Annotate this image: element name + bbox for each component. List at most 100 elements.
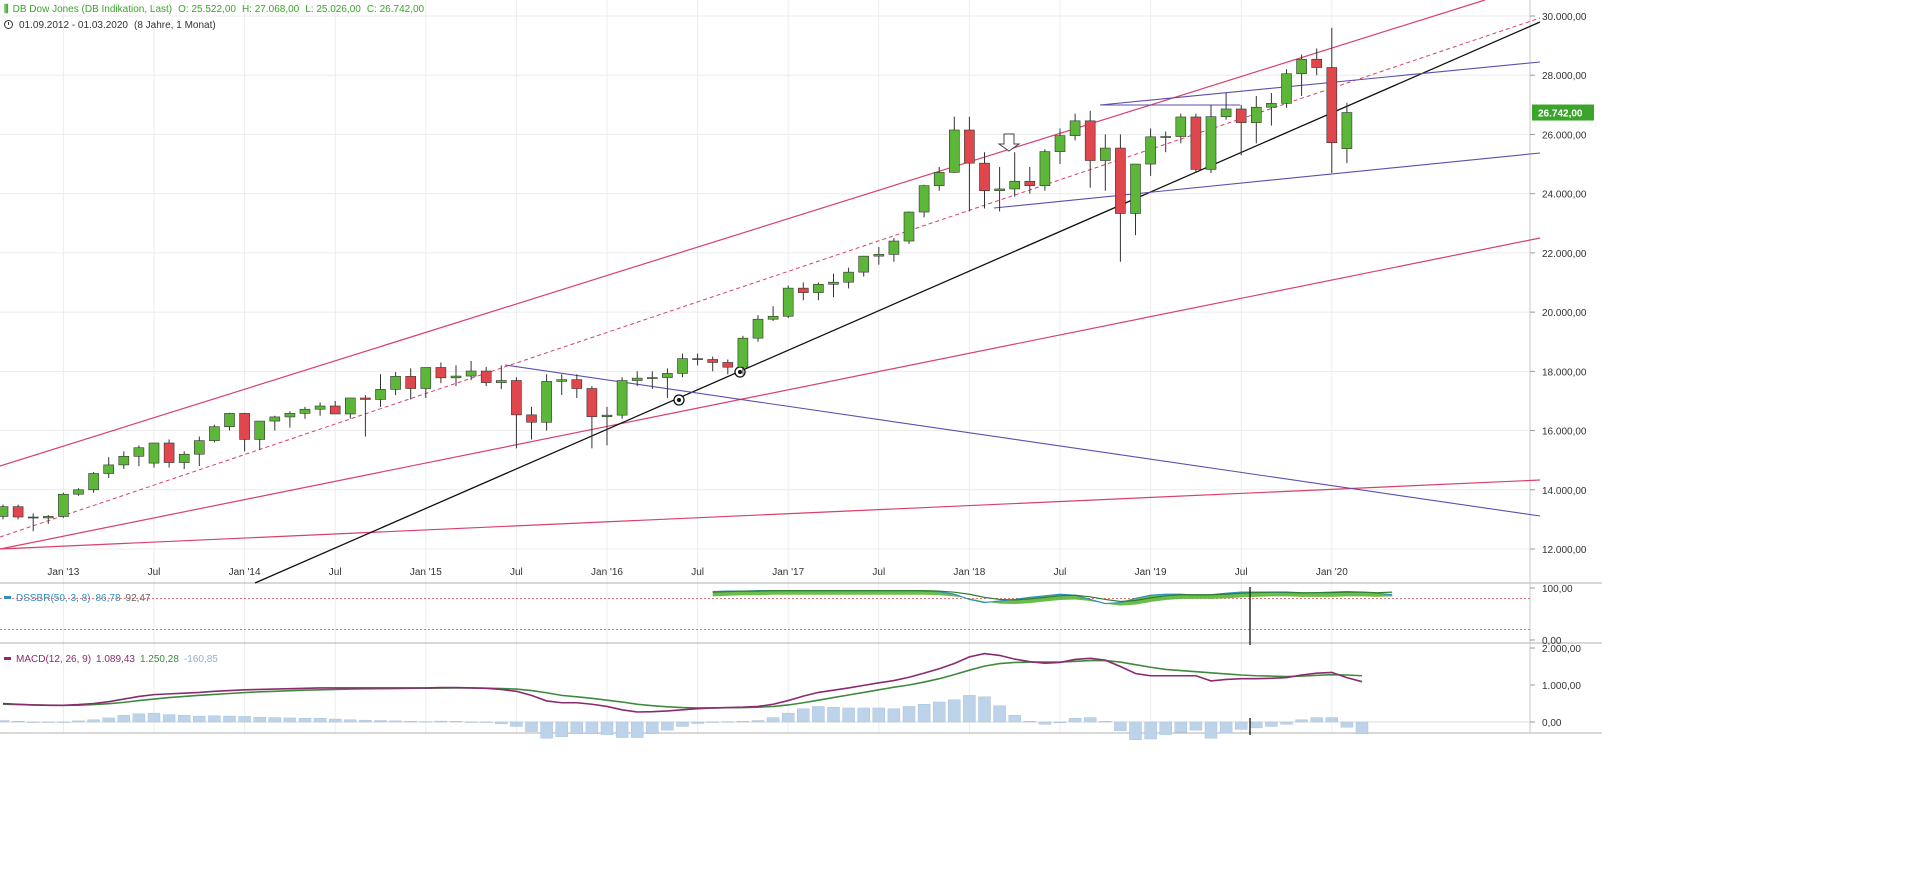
trend-line [0, 237, 1541, 550]
candle-body [1190, 116, 1202, 170]
candle-body [782, 287, 794, 317]
high-value: H: 27.068,00 [241, 4, 300, 15]
candle-body [284, 413, 296, 418]
candle-body [646, 377, 658, 379]
time-tick-label: Jan '14 [229, 567, 261, 578]
candle-body [767, 315, 779, 320]
macd-histogram-bar [570, 721, 583, 735]
macd-histogram-bar [57, 721, 70, 723]
macd-histogram-bar [193, 715, 206, 723]
macd-histogram-bar [1234, 721, 1248, 730]
candle-body [450, 375, 462, 379]
macd-histogram-bar [948, 699, 961, 723]
macd-histogram-bar [1053, 721, 1067, 723]
macd-histogram-bar [857, 707, 870, 723]
macd-line [2, 652, 1363, 713]
macd-histogram-bar [223, 715, 236, 723]
macd-signal-line [2, 659, 1363, 709]
candle-body [12, 506, 24, 518]
candle-body [495, 380, 507, 383]
macd-histogram-bar [661, 721, 674, 731]
macd-tick-label: 1.000,00 [1542, 681, 1581, 692]
macd-value: 1.089,43 [96, 654, 135, 665]
macd-histogram-bar [268, 717, 281, 723]
macd-histogram-bar [374, 720, 387, 723]
price-tick-label: 20.000,00 [1542, 308, 1587, 319]
candle-body [903, 211, 915, 242]
macd-legend[interactable]: MACD(12, 26, 9) 1.089,43 1.250,28 -160,85 [4, 654, 223, 665]
macd-histogram-bar [177, 715, 191, 723]
dss-signal-line [712, 589, 1393, 603]
macd-histogram-bar [132, 713, 146, 723]
macd-histogram-bar [797, 708, 810, 723]
macd-histogram-bar [1250, 721, 1263, 729]
macd-histogram-bar [253, 716, 266, 723]
candle-body [948, 129, 960, 173]
macd-histogram-bar [404, 721, 417, 723]
macd-histogram-bar [676, 721, 689, 727]
macd-histogram-bar [495, 721, 508, 725]
macd-histogram-bar [721, 721, 734, 723]
macd-histogram-bar [782, 712, 795, 723]
candle-body [27, 516, 39, 519]
macd-histogram-bar [646, 721, 659, 735]
candle-body [1069, 120, 1081, 136]
macd-histogram-bar [329, 718, 342, 723]
macd-histogram-bar [902, 706, 916, 723]
candle-body [843, 271, 854, 283]
candle-body [1160, 136, 1171, 138]
trend-line [1099, 61, 1541, 106]
candle-body [254, 420, 265, 440]
macd-histogram-bar [766, 717, 780, 723]
candle-body [1145, 136, 1156, 165]
candle-body [752, 318, 764, 339]
macd-histogram-bar [359, 719, 372, 723]
candle-body [194, 440, 205, 455]
candle-body [526, 414, 537, 423]
time-tick-label: Jan '16 [591, 567, 623, 578]
instrument-name: DB Dow Jones (DB Indikation, Last) [12, 4, 173, 15]
time-tick-label: Jan '19 [1135, 567, 1167, 578]
candle-body [224, 413, 235, 428]
anchor-point-center [738, 370, 742, 374]
candle-body [178, 453, 190, 463]
candle-body [1281, 73, 1292, 104]
candle-body [994, 188, 1005, 192]
macd-histogram-bar [1038, 721, 1052, 725]
candle-body [344, 397, 356, 415]
last-price-badge [1532, 104, 1594, 121]
dss-legend[interactable]: DSSBR(50, 3, 8) 86,78 92,47 [4, 593, 156, 604]
candle-body [737, 337, 749, 368]
macd-swatch [4, 657, 11, 660]
macd-histogram-bar [0, 720, 10, 723]
price-tick-label: 14.000,00 [1542, 486, 1587, 497]
low-value: L: 25.026,00 [305, 4, 361, 15]
time-axis: Jan '13 Jul Jan '14 Jul Jan '15 Jul Jan '16 Jul… [47, 567, 1348, 578]
price-tick-label: 22.000,00 [1542, 249, 1587, 260]
candle-body [1296, 58, 1307, 75]
macd-histogram-bar [963, 695, 976, 723]
macd-histogram-bar [208, 715, 221, 723]
histogram-value: -160,85 [183, 654, 218, 665]
candle-body [964, 129, 975, 164]
trend-line [0, 17, 1541, 538]
candle-body [1024, 180, 1036, 186]
macd-histogram-bar [147, 712, 161, 723]
time-tick-label: Jul [1054, 567, 1067, 578]
candle-body [118, 456, 130, 466]
price-tick-label: 24.000,00 [1542, 190, 1587, 201]
candle-body [1115, 147, 1126, 214]
macd-histogram-bar [540, 721, 553, 739]
macd-histogram-bar [42, 721, 55, 723]
trend-line [504, 364, 1541, 517]
candle-body [707, 359, 719, 363]
macd-histogram-bar [1068, 718, 1082, 723]
chart-header: ⫼ DB Dow Jones (DB Indikation, Last) O: 25… [4, 4, 430, 15]
macd-histogram-bar [434, 720, 448, 723]
candle-body [73, 489, 84, 495]
macd-histogram-bar [1325, 717, 1339, 723]
macd-histogram-bar [283, 717, 297, 723]
candle-body [209, 426, 220, 441]
candle-body [511, 380, 522, 416]
macd-histogram-bar [615, 721, 629, 738]
